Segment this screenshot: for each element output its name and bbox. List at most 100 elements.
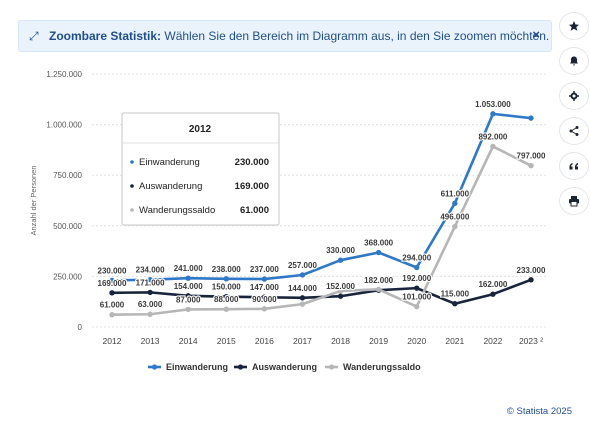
data-label: 101.000 bbox=[402, 293, 431, 302]
data-label: 154.000 bbox=[174, 282, 203, 291]
tooltip-value: 230.000 bbox=[235, 157, 269, 168]
x-tick-label: 2014 bbox=[179, 336, 198, 346]
data-point bbox=[375, 286, 382, 293]
notification-button[interactable] bbox=[558, 47, 589, 75]
data-point bbox=[223, 306, 229, 312]
data-point bbox=[147, 289, 153, 296]
close-icon[interactable]: × bbox=[532, 27, 540, 42]
data-label: 152.000 bbox=[326, 282, 355, 291]
tooltip-box bbox=[121, 112, 280, 226]
data-label: 241.000 bbox=[174, 264, 203, 273]
data-label: 368.000 bbox=[364, 239, 393, 248]
data-label: 192.000 bbox=[402, 274, 431, 283]
data-label: 150.000 bbox=[212, 283, 241, 292]
y-axis-title: Anzahl der Personen bbox=[29, 165, 38, 235]
data-label: 182.000 bbox=[364, 276, 393, 285]
data-point bbox=[337, 293, 344, 299]
y-tick-label: 750.000 bbox=[53, 171, 82, 180]
data-point bbox=[528, 115, 534, 121]
x-tick-label: 2017 bbox=[293, 336, 312, 346]
data-point bbox=[223, 293, 229, 300]
legend-label: Einwanderung bbox=[166, 362, 228, 372]
series-line bbox=[111, 112, 532, 282]
x-tick-label: 2021 bbox=[445, 336, 464, 346]
data-label: 330.000 bbox=[326, 246, 355, 255]
data-point bbox=[109, 311, 115, 318]
banner-message: Wählen Sie den Bereich im Diagramm aus, … bbox=[164, 29, 550, 43]
data-label: 234.000 bbox=[136, 266, 165, 275]
data-point bbox=[261, 294, 268, 300]
legend-marker bbox=[237, 364, 244, 370]
data-point bbox=[223, 276, 229, 282]
copyright-footer: © Statista 2025 bbox=[506, 406, 572, 417]
tooltip-marker bbox=[130, 160, 134, 164]
data-label: 88.000 bbox=[214, 295, 239, 304]
settings-button[interactable] bbox=[558, 82, 589, 110]
legend-marker bbox=[151, 364, 158, 370]
data-label: 61.000 bbox=[100, 301, 125, 310]
line-chart[interactable]: 0 250.000 500.000 750.000 1.000.000 1.250.000… bbox=[0, 55, 555, 385]
data-point bbox=[452, 223, 458, 230]
data-point bbox=[261, 276, 268, 282]
data-label: 87.000 bbox=[176, 295, 201, 304]
data-label: 162.000 bbox=[478, 280, 507, 289]
x-tick-label: 2018 bbox=[331, 336, 350, 346]
data-point bbox=[414, 264, 420, 271]
data-label: 238.000 bbox=[212, 265, 241, 274]
x-tick-label: 2020 bbox=[407, 336, 426, 346]
banner-text: Zoombare Statistik: Wählen Sie den Berei… bbox=[49, 29, 549, 43]
data-label: 147.000 bbox=[250, 283, 279, 292]
x-tick-label: 2013 bbox=[141, 336, 160, 346]
x-tick-label: 2022 bbox=[483, 336, 502, 346]
cite-button[interactable] bbox=[558, 152, 589, 180]
favorite-button[interactable] bbox=[558, 12, 589, 40]
data-point bbox=[147, 311, 153, 317]
y-tick-label: 1.000.000 bbox=[46, 121, 82, 130]
gear-icon bbox=[568, 91, 579, 101]
tooltip-marker bbox=[130, 208, 134, 212]
data-point bbox=[299, 272, 306, 278]
x-tick-label: 2023 ² bbox=[519, 336, 543, 346]
data-point bbox=[375, 249, 382, 256]
print-button[interactable] bbox=[558, 187, 589, 215]
tooltip-marker bbox=[130, 184, 134, 188]
share-button[interactable] bbox=[558, 117, 589, 145]
data-point bbox=[337, 257, 344, 263]
star-icon bbox=[568, 21, 579, 31]
data-point bbox=[147, 276, 153, 283]
x-tick-label: 2015 bbox=[217, 336, 236, 346]
data-point bbox=[185, 275, 191, 281]
banner-title: Zoombare Statistik: bbox=[49, 29, 162, 43]
zoom-info-banner: ⤢ Zoombare Statistik: Wählen Sie den Ber… bbox=[18, 20, 552, 52]
data-point bbox=[109, 277, 115, 284]
expand-icon: ⤢ bbox=[29, 28, 39, 43]
data-label: 90.000 bbox=[252, 295, 277, 304]
data-point bbox=[185, 306, 191, 313]
data-point bbox=[299, 295, 306, 301]
series-line bbox=[111, 145, 532, 316]
data-point bbox=[414, 285, 420, 291]
data-point bbox=[337, 288, 344, 294]
bell-icon bbox=[569, 56, 578, 66]
data-point bbox=[490, 291, 496, 297]
data-point bbox=[261, 306, 268, 312]
data-point bbox=[490, 143, 496, 150]
tooltip-label: Einwanderung bbox=[139, 157, 200, 168]
x-tick-label: 2019 bbox=[369, 336, 388, 346]
data-point bbox=[528, 277, 534, 283]
data-label: 233.000 bbox=[517, 266, 546, 275]
data-label: 892.000 bbox=[478, 132, 507, 141]
x-tick-label: 2012 bbox=[103, 336, 122, 346]
data-point bbox=[414, 303, 420, 310]
data-label: 63.000 bbox=[138, 300, 163, 309]
y-tick-label: 1.250.000 bbox=[46, 70, 82, 79]
print-icon bbox=[568, 196, 579, 207]
tooltip-label: Wanderungssaldo bbox=[139, 205, 215, 216]
data-point bbox=[452, 200, 458, 207]
share-icon bbox=[569, 126, 578, 136]
legend-marker bbox=[328, 364, 335, 370]
chart-area[interactable]: 0 250.000 500.000 750.000 1.000.000 1.250.000… bbox=[0, 55, 555, 390]
y-tick-label: 500.000 bbox=[53, 222, 82, 231]
tooltip-value: 61.000 bbox=[240, 205, 269, 216]
data-point bbox=[528, 162, 534, 169]
